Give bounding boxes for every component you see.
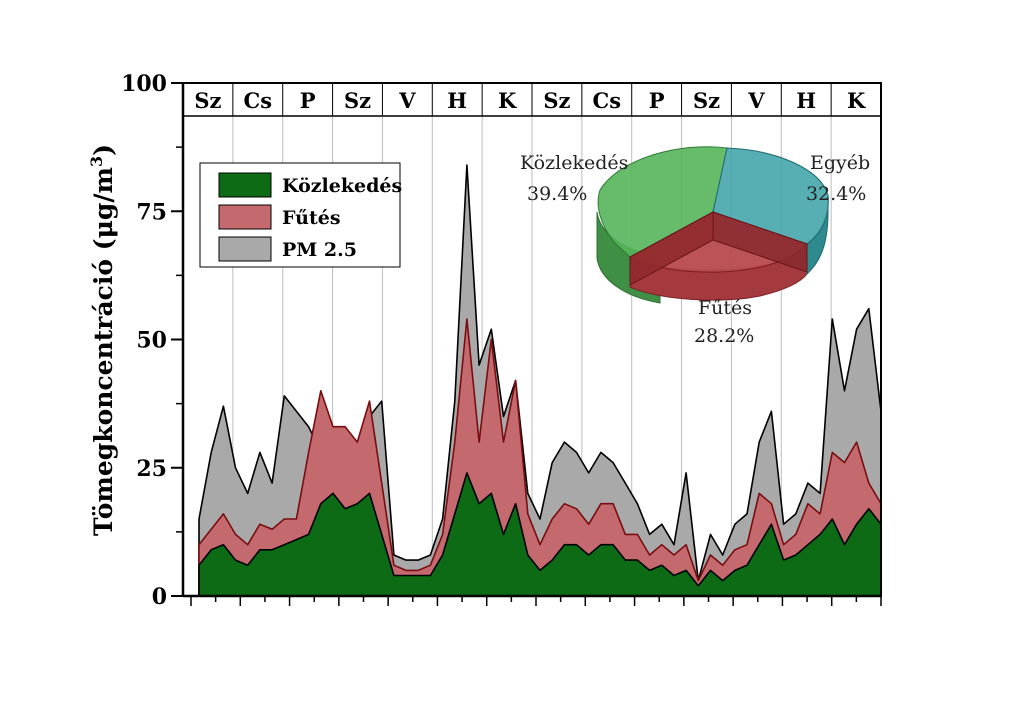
pie-inner-wall-2: [712, 211, 808, 273]
legend-swatch-pm25: [218, 236, 272, 262]
y-axis-title: Tömegkoncentráció (μg/m3): [87, 144, 118, 536]
y-tick-label: 100: [121, 71, 167, 97]
day-label: Cs: [244, 88, 273, 113]
pie-value-kozlekedes: 39.4%: [527, 183, 587, 205]
day-label: H: [796, 88, 816, 113]
y-tick-label: 75: [136, 199, 167, 225]
legend: Közlekedés Fűtés PM 2.5: [199, 162, 402, 268]
pie-slice-egyeb: [712, 147, 829, 245]
legend-label-pm25: PM 2.5: [282, 239, 357, 261]
y-axis-title-end: ): [89, 144, 118, 156]
series-areas: [198, 164, 882, 597]
day-label: Sz: [543, 88, 570, 113]
day-header: Sz Cs P Sz V H K Sz Cs P Sz V H K: [182, 82, 882, 117]
legend-swatch-futes: [218, 204, 272, 230]
legend-swatch-kozlekedes: [218, 172, 272, 198]
pie-label-egyeb: Egyéb: [810, 152, 870, 174]
pie-value-egyeb: 32.4%: [806, 183, 866, 205]
y-tick-label: 50: [136, 328, 167, 354]
y-tick-label: 25: [136, 456, 167, 482]
x-axis: [183, 594, 882, 606]
pie-inset: Közlekedés 39.4% Egyéb 32.4% Fűtés 28.2%: [520, 146, 870, 347]
y-axis-title-sup: 3: [87, 156, 106, 167]
pie-value-futes: 28.2%: [694, 325, 754, 347]
day-label: K: [847, 88, 866, 113]
day-label: V: [747, 88, 765, 113]
area-kozlekedes: [198, 472, 882, 597]
pie-label-futes: Fűtés: [698, 297, 752, 319]
pie-slice-kozlekedes: [597, 146, 728, 258]
pie-label-kozlekedes: Közlekedés: [520, 152, 628, 174]
day-label: Cs: [593, 88, 622, 113]
day-label: Sz: [344, 88, 371, 113]
legend-label-kozlekedes: Közlekedés: [282, 175, 402, 197]
day-label: P: [300, 88, 316, 113]
day-label: P: [649, 88, 665, 113]
y-tick-label: 0: [152, 584, 167, 610]
day-label: Sz: [693, 88, 720, 113]
y-axis: 0 25 50 75 100: [121, 71, 185, 610]
day-label: H: [447, 88, 467, 113]
day-label: K: [498, 88, 517, 113]
day-label: V: [398, 88, 416, 113]
legend-label-futes: Fűtés: [282, 207, 341, 229]
day-label: Sz: [194, 88, 221, 113]
